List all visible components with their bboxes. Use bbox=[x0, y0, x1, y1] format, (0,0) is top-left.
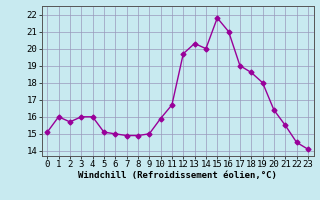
X-axis label: Windchill (Refroidissement éolien,°C): Windchill (Refroidissement éolien,°C) bbox=[78, 171, 277, 180]
